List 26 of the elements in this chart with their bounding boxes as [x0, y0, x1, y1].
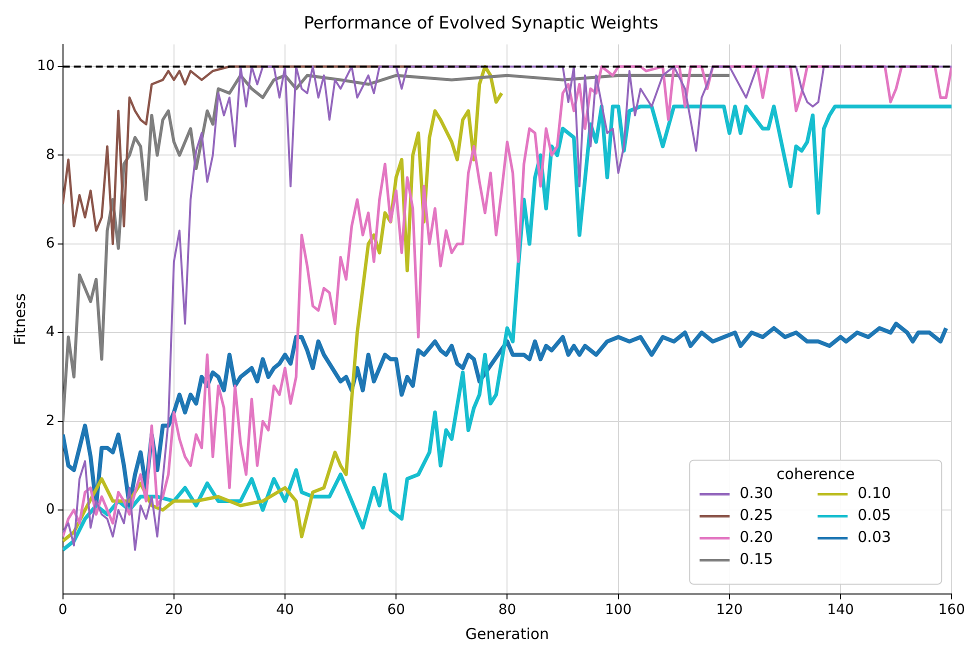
x-tick-label: 80 — [498, 602, 516, 618]
legend-label: 0.15 — [740, 550, 774, 568]
x-tick-label: 20 — [165, 602, 183, 618]
chart-title: Performance of Evolved Synaptic Weights — [304, 14, 658, 34]
y-tick-label: 10 — [36, 58, 55, 74]
y-axis-title: Fitness — [10, 293, 29, 346]
x-tick-label: 60 — [387, 602, 406, 618]
x-tick-label: 160 — [938, 602, 966, 618]
legend-label: 0.25 — [740, 506, 774, 524]
x-tick-label: 100 — [604, 602, 632, 618]
legend-label: 0.30 — [740, 484, 774, 502]
x-tick-label: 120 — [716, 602, 743, 618]
legend-label: 0.20 — [740, 528, 774, 546]
y-tick-label: 4 — [46, 324, 55, 340]
x-tick-label: 140 — [827, 602, 854, 618]
x-axis-title: Generation — [465, 624, 550, 643]
legend-label: 0.05 — [858, 506, 892, 524]
y-tick-label: 0 — [46, 502, 55, 518]
legend-label: 0.03 — [858, 528, 892, 546]
legend-title: coherence — [776, 465, 855, 484]
y-tick-label: 8 — [46, 146, 55, 163]
y-tick-label: 6 — [46, 236, 55, 252]
x-tick-label: 0 — [58, 602, 68, 618]
legend-label: 0.10 — [858, 484, 892, 502]
y-tick-label: 2 — [46, 412, 55, 429]
x-tick-label: 40 — [276, 602, 294, 618]
